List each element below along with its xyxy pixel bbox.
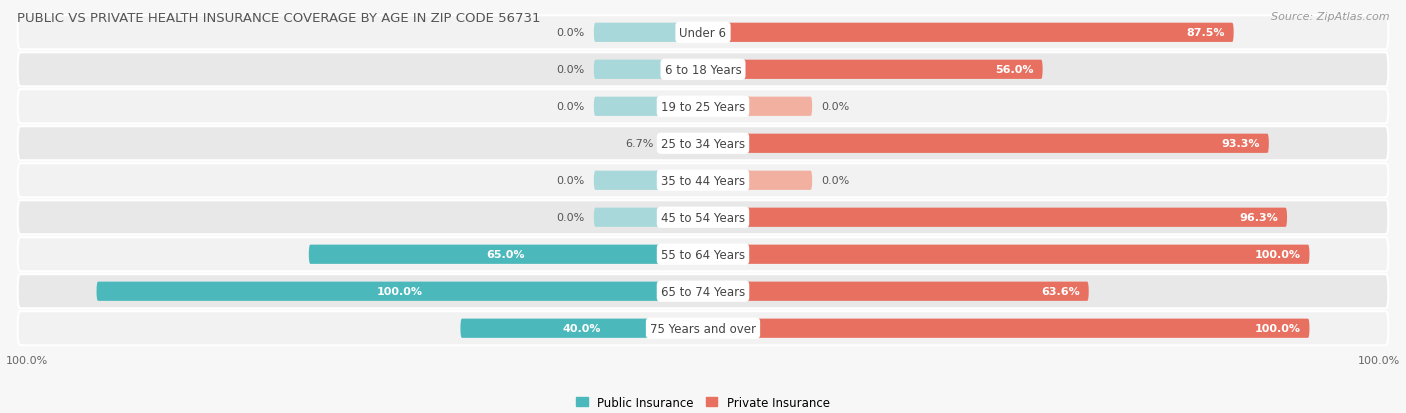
- FancyBboxPatch shape: [18, 127, 1388, 161]
- FancyBboxPatch shape: [703, 319, 1309, 338]
- Text: 75 Years and over: 75 Years and over: [650, 322, 756, 335]
- Text: 96.3%: 96.3%: [1239, 213, 1278, 223]
- FancyBboxPatch shape: [703, 97, 813, 116]
- Legend: Public Insurance, Private Insurance: Public Insurance, Private Insurance: [571, 391, 835, 413]
- Text: 65.0%: 65.0%: [486, 249, 526, 260]
- Text: 65 to 74 Years: 65 to 74 Years: [661, 285, 745, 298]
- FancyBboxPatch shape: [593, 97, 703, 116]
- FancyBboxPatch shape: [703, 282, 1088, 301]
- Text: 93.3%: 93.3%: [1222, 139, 1260, 149]
- Text: 45 to 54 Years: 45 to 54 Years: [661, 211, 745, 224]
- Text: 100.0%: 100.0%: [1254, 323, 1301, 333]
- Text: 25 to 34 Years: 25 to 34 Years: [661, 138, 745, 150]
- FancyBboxPatch shape: [703, 171, 813, 190]
- FancyBboxPatch shape: [18, 311, 1388, 345]
- FancyBboxPatch shape: [703, 61, 1043, 80]
- Text: 6 to 18 Years: 6 to 18 Years: [665, 64, 741, 76]
- FancyBboxPatch shape: [18, 201, 1388, 235]
- FancyBboxPatch shape: [18, 16, 1388, 50]
- FancyBboxPatch shape: [18, 90, 1388, 124]
- Text: 100.0%: 100.0%: [6, 355, 48, 365]
- Text: PUBLIC VS PRIVATE HEALTH INSURANCE COVERAGE BY AGE IN ZIP CODE 56731: PUBLIC VS PRIVATE HEALTH INSURANCE COVER…: [17, 12, 540, 25]
- Text: 0.0%: 0.0%: [557, 213, 585, 223]
- Text: 100.0%: 100.0%: [1358, 355, 1400, 365]
- FancyBboxPatch shape: [662, 134, 703, 154]
- Text: 0.0%: 0.0%: [557, 176, 585, 186]
- FancyBboxPatch shape: [18, 237, 1388, 272]
- Text: 19 to 25 Years: 19 to 25 Years: [661, 100, 745, 114]
- FancyBboxPatch shape: [593, 24, 703, 43]
- Text: 0.0%: 0.0%: [557, 28, 585, 38]
- Text: 6.7%: 6.7%: [624, 139, 654, 149]
- FancyBboxPatch shape: [18, 164, 1388, 198]
- Text: 63.6%: 63.6%: [1040, 287, 1080, 297]
- FancyBboxPatch shape: [593, 208, 703, 227]
- Text: 40.0%: 40.0%: [562, 323, 600, 333]
- FancyBboxPatch shape: [593, 61, 703, 80]
- Text: 0.0%: 0.0%: [821, 102, 849, 112]
- Text: Source: ZipAtlas.com: Source: ZipAtlas.com: [1271, 12, 1389, 22]
- Text: 100.0%: 100.0%: [377, 287, 423, 297]
- Text: 0.0%: 0.0%: [557, 65, 585, 75]
- FancyBboxPatch shape: [460, 319, 703, 338]
- FancyBboxPatch shape: [703, 134, 1268, 154]
- FancyBboxPatch shape: [309, 245, 703, 264]
- FancyBboxPatch shape: [703, 245, 1309, 264]
- Text: Under 6: Under 6: [679, 27, 727, 40]
- FancyBboxPatch shape: [703, 24, 1233, 43]
- Text: 87.5%: 87.5%: [1187, 28, 1225, 38]
- FancyBboxPatch shape: [703, 208, 1286, 227]
- FancyBboxPatch shape: [97, 282, 703, 301]
- FancyBboxPatch shape: [18, 53, 1388, 87]
- Text: 100.0%: 100.0%: [1254, 249, 1301, 260]
- Text: 0.0%: 0.0%: [821, 176, 849, 186]
- Text: 35 to 44 Years: 35 to 44 Years: [661, 174, 745, 188]
- Text: 55 to 64 Years: 55 to 64 Years: [661, 248, 745, 261]
- FancyBboxPatch shape: [593, 171, 703, 190]
- FancyBboxPatch shape: [18, 275, 1388, 309]
- Text: 0.0%: 0.0%: [557, 102, 585, 112]
- Text: 56.0%: 56.0%: [995, 65, 1033, 75]
